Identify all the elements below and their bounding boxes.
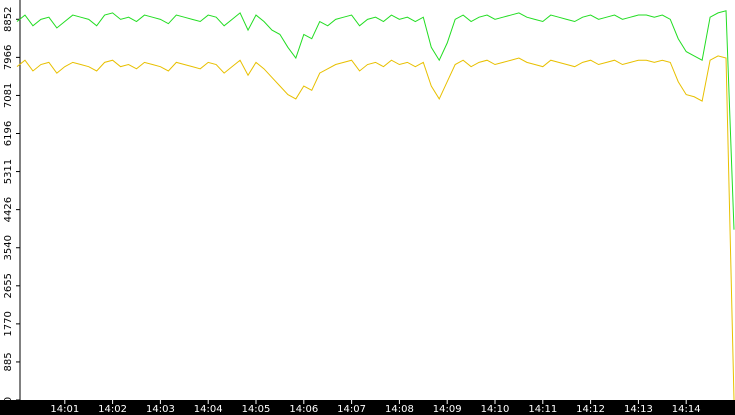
y-tick-label: 4426 <box>3 197 14 222</box>
x-tick-label: 14:09 <box>433 404 462 415</box>
y-tick-label: 0 <box>3 397 14 403</box>
x-tick-label: 14:07 <box>337 404 366 415</box>
series-line <box>16 55 735 401</box>
y-tick-label: 5311 <box>3 159 14 184</box>
y-tick-label: 2655 <box>3 273 14 298</box>
x-tick-label: 14:03 <box>146 404 175 415</box>
x-tick-label: 14:10 <box>481 404 510 415</box>
x-axis-strip <box>0 400 735 415</box>
x-tick-label: 14:01 <box>50 404 79 415</box>
x-tick-label: 14:05 <box>242 404 271 415</box>
y-tick-label: 6196 <box>3 121 14 146</box>
y-tick-label: 885 <box>3 352 14 371</box>
y-tick-label: 3540 <box>3 235 14 260</box>
x-tick-label: 14:02 <box>98 404 127 415</box>
y-tick-label: 8852 <box>3 7 14 32</box>
x-tick-label: 14:08 <box>385 404 414 415</box>
y-tick-label: 1770 <box>3 311 14 336</box>
x-tick-label: 14:06 <box>289 404 318 415</box>
x-tick-label: 14:11 <box>528 404 557 415</box>
y-tick-label: 7081 <box>3 83 14 108</box>
x-tick-label: 14:12 <box>576 404 605 415</box>
x-tick-label: 14:14 <box>672 404 701 415</box>
x-tick-label: 14:04 <box>194 404 223 415</box>
series-line <box>16 10 735 230</box>
x-tick-label: 14:13 <box>624 404 653 415</box>
y-tick-label: 7966 <box>3 45 14 70</box>
